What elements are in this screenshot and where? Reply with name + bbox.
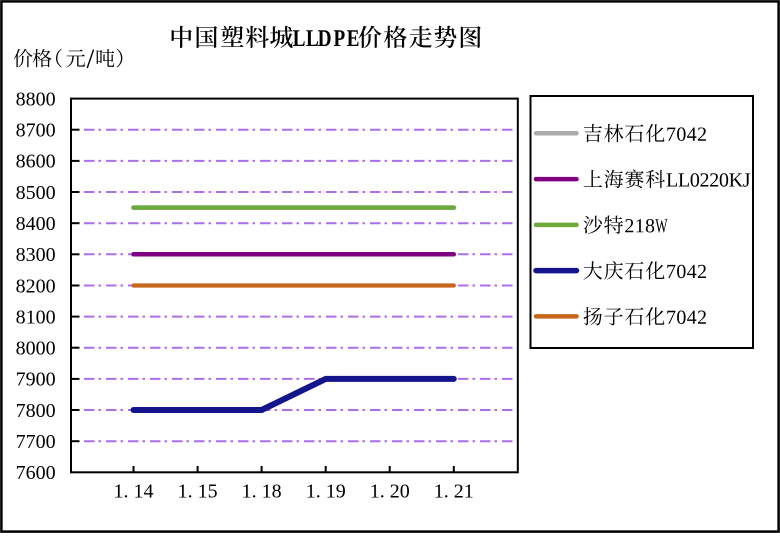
svg-text:7800: 7800 [16, 400, 56, 422]
svg-text:1. 19: 1. 19 [306, 481, 346, 503]
svg-text:1. 14: 1. 14 [114, 481, 154, 503]
svg-text:8600: 8600 [16, 151, 56, 173]
svg-text:8500: 8500 [16, 182, 56, 204]
svg-text:1. 21: 1. 21 [434, 481, 474, 503]
svg-text:1. 15: 1. 15 [178, 481, 218, 503]
svg-text:7700: 7700 [16, 431, 56, 453]
svg-text:8200: 8200 [16, 275, 56, 297]
svg-text:8800: 8800 [16, 88, 56, 110]
svg-text:8700: 8700 [16, 120, 56, 142]
svg-text:8400: 8400 [16, 213, 56, 235]
svg-text:8000: 8000 [16, 338, 56, 360]
svg-text:7600: 7600 [16, 462, 56, 484]
svg-text:7900: 7900 [16, 369, 56, 391]
svg-text:1. 20: 1. 20 [370, 481, 410, 503]
svg-text:1. 18: 1. 18 [242, 481, 282, 503]
svg-text:8300: 8300 [16, 244, 56, 266]
svg-text:8100: 8100 [16, 306, 56, 328]
